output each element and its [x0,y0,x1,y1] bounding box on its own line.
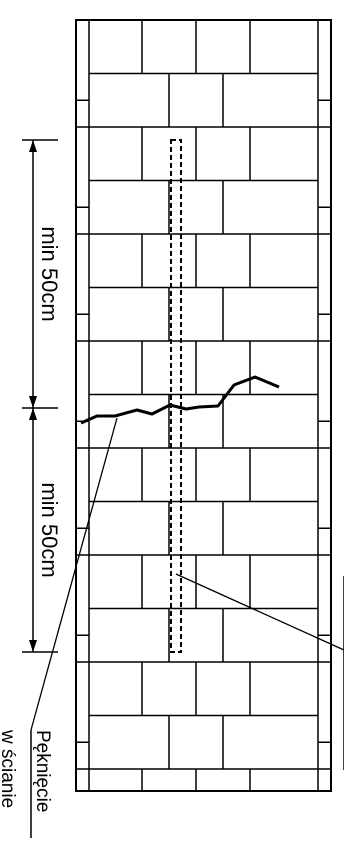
brick-pattern [76,19,331,791]
crack-label-2: w ścianie [0,729,18,808]
dimension-arrow [29,396,37,408]
dimension-label-upper: min 50cm [37,226,62,321]
wall-outline [75,19,332,792]
dimension-arrow [29,140,37,152]
crack-label: Pęknięcie [32,730,53,812]
crack-leader-line [30,417,118,731]
dimension-label-lower: min 50cm [37,482,62,577]
bar-leader-line [175,573,344,651]
reinforcement-bar [170,139,182,653]
dimension-arrow [29,640,37,652]
dimension-arrow [29,408,37,420]
crack-line [80,375,280,425]
